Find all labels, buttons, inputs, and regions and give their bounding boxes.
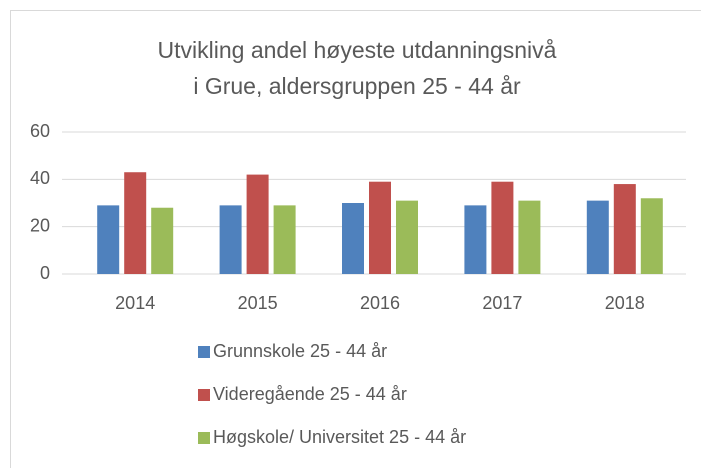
bar	[396, 200, 418, 274]
bar	[491, 181, 514, 274]
bar	[464, 205, 487, 274]
y-tick-label: 20	[30, 215, 50, 235]
bar	[369, 181, 391, 274]
x-tick-label: 2017	[482, 293, 522, 313]
legend-swatch	[198, 432, 210, 444]
legend-swatch	[198, 389, 210, 401]
legend-swatch	[198, 346, 210, 358]
bar	[342, 203, 364, 274]
bar	[518, 200, 541, 274]
x-tick-label: 2015	[238, 293, 278, 313]
bar	[97, 205, 120, 274]
legend-label: Videregående 25 - 44 år	[213, 384, 407, 404]
x-tick-label: 2014	[115, 293, 155, 313]
y-tick-label: 40	[30, 168, 50, 188]
y-tick-label: 0	[40, 263, 50, 283]
bar	[246, 174, 269, 274]
bar	[586, 200, 609, 274]
legend-label: Høgskole/ Universitet 25 - 44 år	[213, 427, 466, 447]
legend-label: Grunnskole 25 - 44 år	[213, 341, 387, 361]
y-tick-label: 60	[30, 121, 50, 141]
bar	[151, 207, 174, 274]
chart-title: i Grue, aldersgruppen 25 - 44 år	[193, 73, 521, 99]
x-tick-label: 2016	[360, 293, 400, 313]
bar	[124, 172, 147, 274]
bar	[219, 205, 242, 274]
bar	[273, 205, 296, 274]
chart-title: Utvikling andel høyeste utdanningsnivå	[158, 37, 557, 63]
bar	[640, 198, 663, 274]
bar	[613, 184, 636, 274]
x-tick-label: 2018	[605, 293, 645, 313]
